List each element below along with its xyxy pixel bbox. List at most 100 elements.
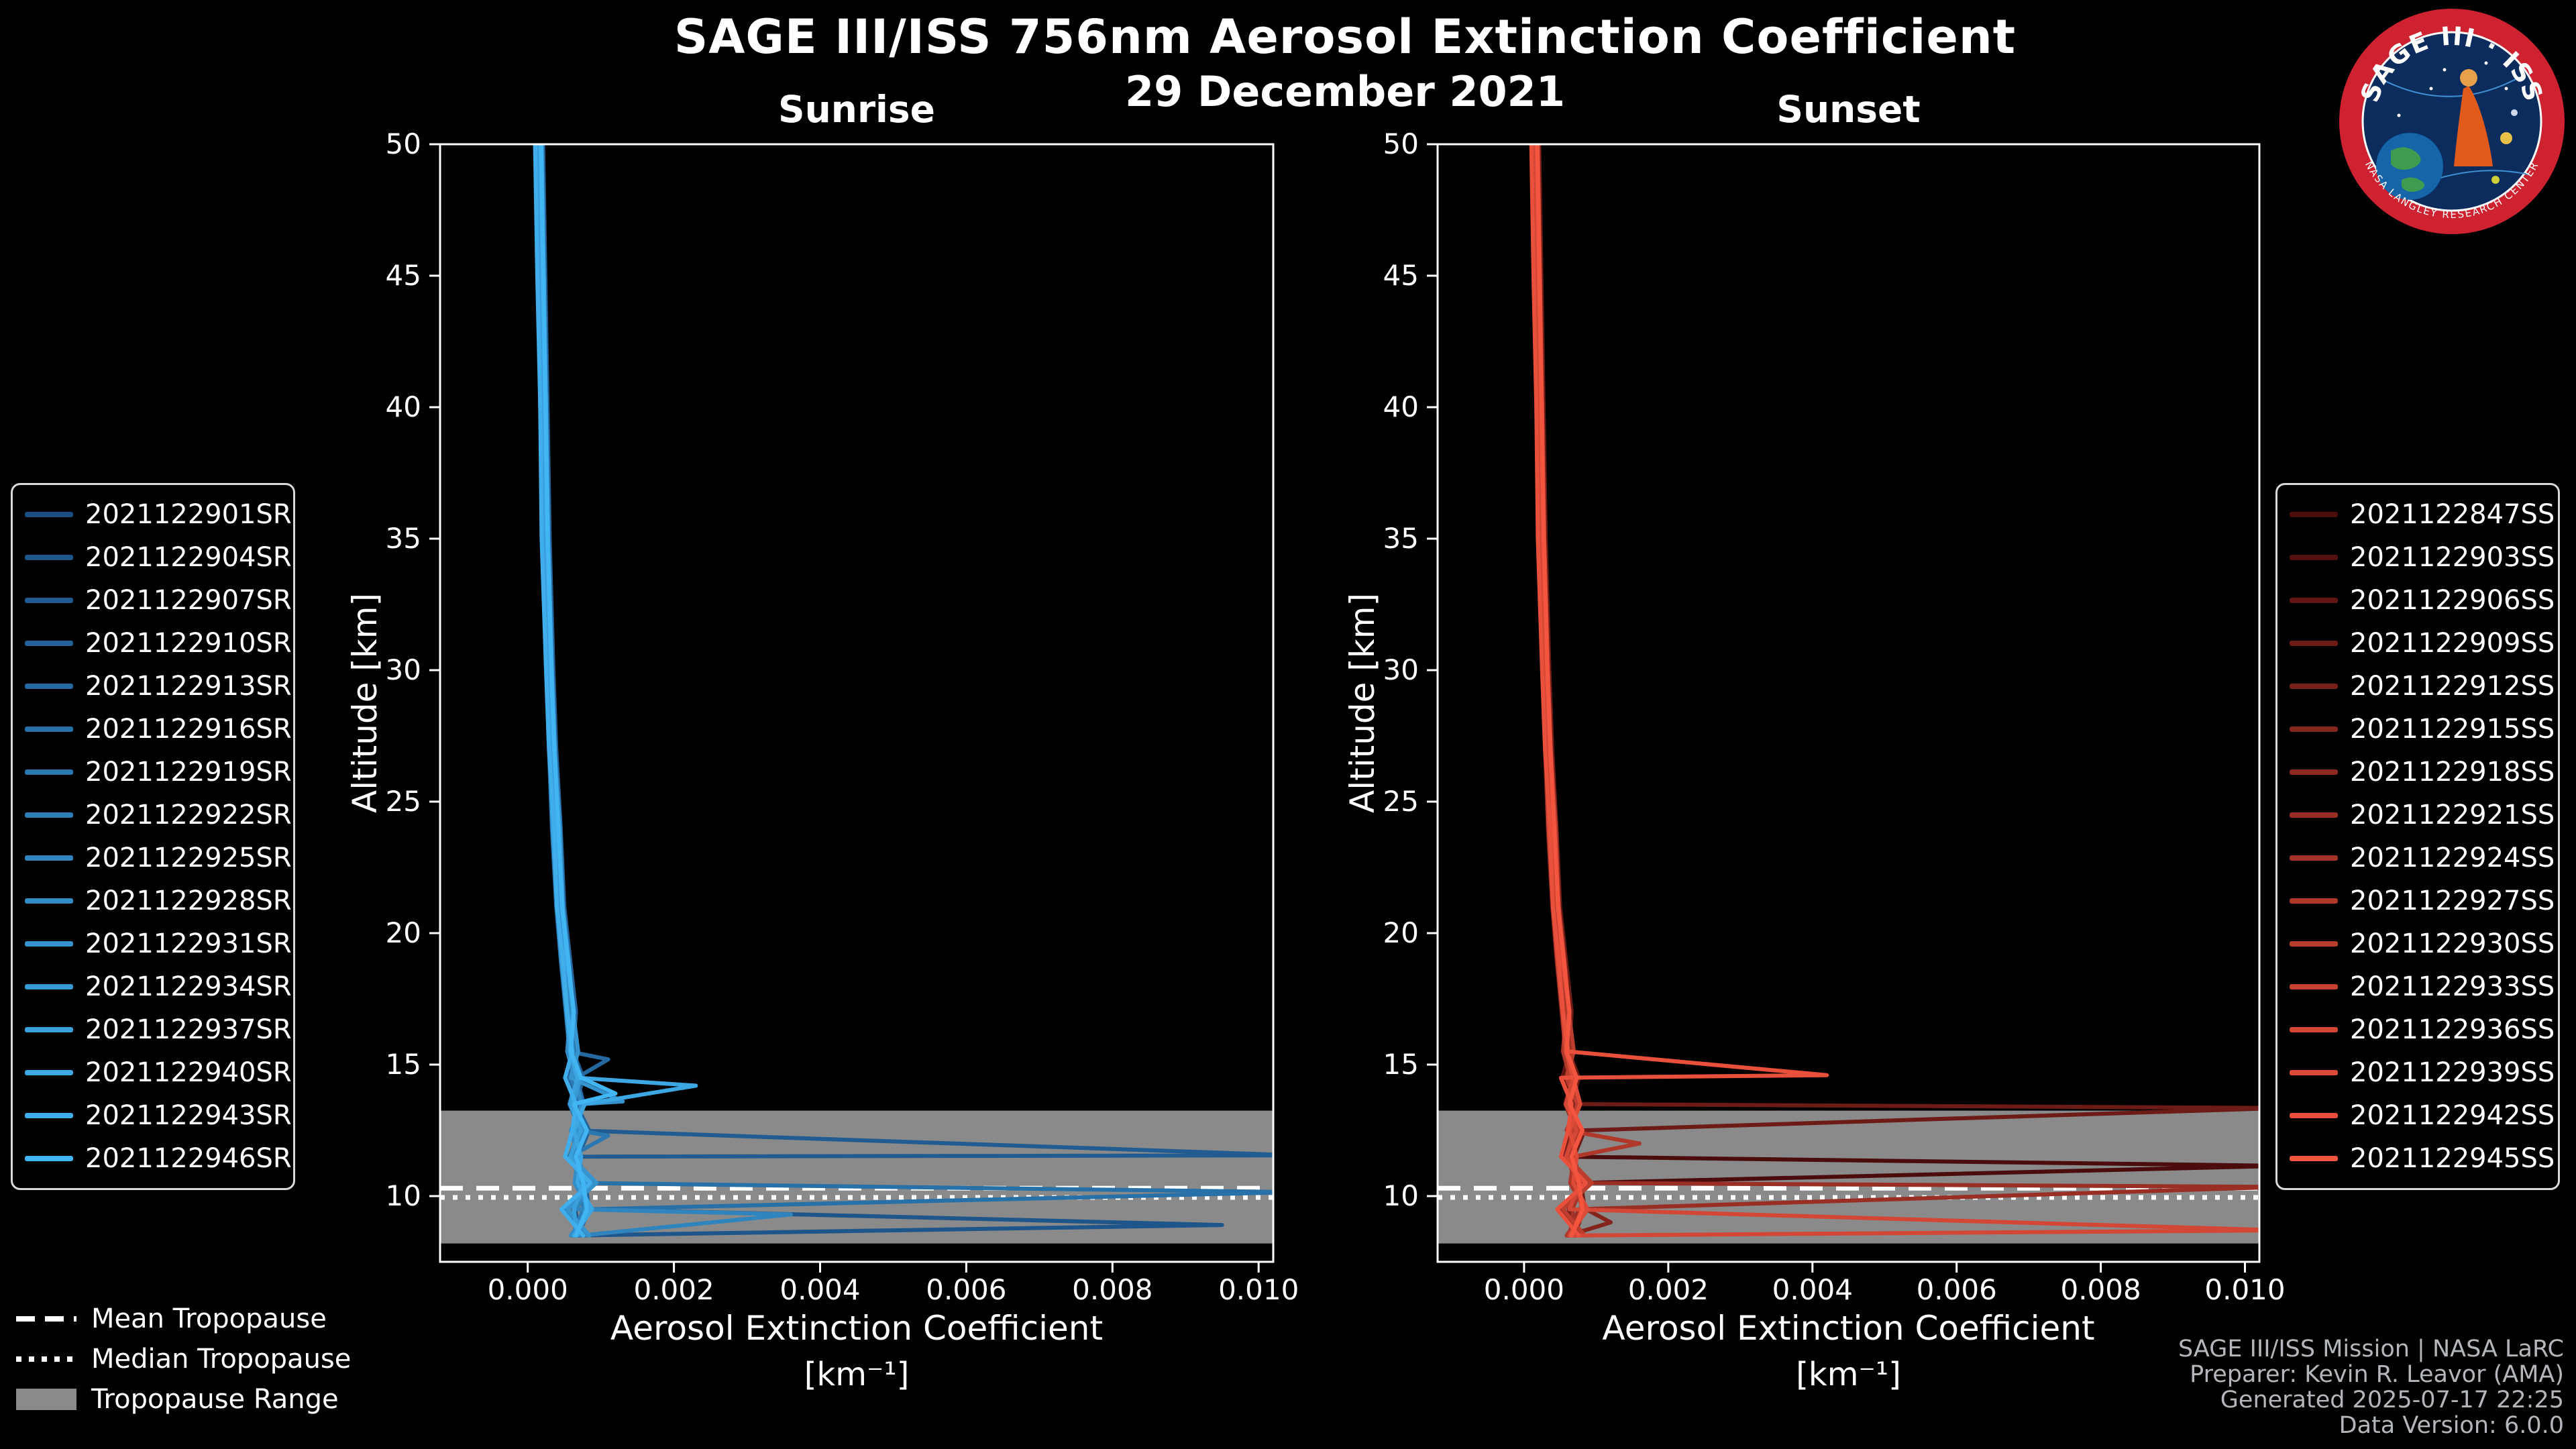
- logo-moon: [2511, 109, 2518, 116]
- plot-frame: [439, 143, 1275, 1263]
- legend-item: 2021122921SS: [2277, 794, 2558, 837]
- profile-line: [1535, 144, 1585, 1238]
- logo-graticule-line: [2383, 76, 2520, 97]
- x-axis-units-sunrise: [km⁻¹]: [804, 1356, 910, 1393]
- sunset-legend: 2021122847SS 2021122903SS 2021122906SS 2021…: [2275, 483, 2560, 1190]
- legend-label: 2021122910SR: [85, 628, 292, 659]
- y-axis-label-sunset: Altitude [km]: [1343, 593, 1382, 813]
- legend-label: 2021122946SR: [85, 1143, 292, 1174]
- x-tick-label: 0.000: [488, 1273, 568, 1306]
- x-axis-units-sunset: [km⁻¹]: [1796, 1356, 1901, 1393]
- y-tick-label: 50: [386, 127, 421, 160]
- legend-color-line: [2290, 727, 2338, 732]
- legend-item: 2021122931SR: [13, 922, 293, 965]
- legend-color-line: [2290, 812, 2338, 818]
- legend-item: 2021122916SR: [13, 708, 293, 751]
- y-tick-label: 20: [386, 916, 421, 949]
- profile-line: [538, 144, 1273, 1238]
- legend-item: 2021122936SS: [2277, 1008, 2558, 1051]
- logo-star: [2429, 87, 2433, 91]
- legend-color-line: [2290, 769, 2338, 775]
- legend-label: 2021122924SS: [2350, 843, 2555, 873]
- legend-label: 2021122912SS: [2350, 671, 2555, 702]
- x-tick-label: 0.004: [780, 1273, 860, 1306]
- legend-item: 2021122945SS: [2277, 1137, 2558, 1180]
- legend-label: 2021122945SS: [2350, 1143, 2555, 1174]
- logo-star: [2443, 68, 2447, 72]
- legend-label: 2021122847SS: [2350, 499, 2555, 530]
- x-tick-label: 0.006: [926, 1273, 1006, 1306]
- plot-frame: [1436, 143, 2261, 1263]
- y-tick-label: 50: [1383, 127, 1419, 160]
- legend-label: 2021122942SS: [2350, 1100, 2555, 1131]
- legend-color-line: [25, 855, 73, 861]
- x-tick-label: 0.008: [2060, 1273, 2141, 1306]
- legend-color-line: [2290, 641, 2338, 646]
- legend-label: 2021122940SR: [85, 1057, 292, 1088]
- sunset-panel: Sunset Altitude [km] 0.000 0.002 0.004 0.00…: [1343, 88, 2286, 1393]
- legend-label: 2021122931SR: [85, 928, 292, 959]
- tropopause-range-label: Tropopause Range: [91, 1384, 339, 1415]
- x-tick-label: 0.002: [1628, 1273, 1709, 1306]
- legend-item: 2021122940SR: [13, 1051, 293, 1094]
- x-axis-label-sunrise: Aerosol Extinction Coefficient: [610, 1309, 1104, 1348]
- median-tropopause-label: Median Tropopause: [91, 1344, 352, 1375]
- legend-color-line: [25, 727, 73, 732]
- legend-color-line: [25, 555, 73, 560]
- profile-line: [1529, 144, 1829, 1238]
- legend-label: 2021122909SS: [2350, 628, 2555, 659]
- legend-item: 2021122942SS: [2277, 1094, 2558, 1137]
- y-tick-label: 15: [1383, 1048, 1419, 1081]
- legend-color-line: [25, 1156, 73, 1161]
- legend-item: 2021122934SR: [13, 965, 293, 1008]
- legend-item: 2021122847SS: [2277, 493, 2558, 536]
- gray-band-icon: [16, 1389, 76, 1410]
- dotted-line-icon: [16, 1356, 76, 1362]
- y-tick-label: 15: [386, 1048, 421, 1081]
- y-tick-label: 45: [1383, 259, 1419, 292]
- y-tick-label: 35: [1383, 522, 1419, 555]
- dashed-line-icon: [16, 1316, 76, 1322]
- legend-color-line: [2290, 684, 2338, 689]
- tropopause-range-legend-item: Tropopause Range: [15, 1379, 351, 1419]
- profile-line: [1531, 144, 2259, 1238]
- legend-item: 2021122922SR: [13, 794, 293, 837]
- legend-color-line: [25, 598, 73, 603]
- panel-title-sunset: Sunset: [1776, 88, 1921, 131]
- legend-label: 2021122925SR: [85, 843, 292, 873]
- legend-color-line: [2290, 555, 2338, 560]
- credits-block: SAGE III/ISS Mission | NASA LaRC Prepare…: [2178, 1336, 2564, 1438]
- legend-item: 2021122924SS: [2277, 837, 2558, 879]
- profile-line: [534, 144, 1273, 1238]
- x-tick-label: 0.010: [1218, 1273, 1299, 1306]
- legend-label: 2021122918SS: [2350, 757, 2555, 788]
- legend-color-line: [2290, 1156, 2338, 1161]
- profile-line: [533, 144, 593, 1238]
- legend-item: 2021122907SR: [13, 579, 293, 622]
- y-tick-label: 30: [386, 653, 421, 686]
- legend-item: 2021122913SR: [13, 665, 293, 708]
- y-tick-label: 10: [386, 1179, 421, 1212]
- legend-color-line: [25, 898, 73, 904]
- profile-line: [1533, 144, 2259, 1238]
- logo-star: [2504, 87, 2508, 91]
- credit-data-version: Data Version: 6.0.0: [2339, 1412, 2564, 1439]
- figure-header: SAGE III/ISS 756nm Aerosol Extinction Co…: [0, 9, 2576, 116]
- y-tick-label: 10: [1383, 1179, 1419, 1212]
- legend-label: 2021122903SS: [2350, 542, 2555, 573]
- legend-label: 2021122928SR: [85, 885, 292, 916]
- logo-figure-head: [2460, 69, 2477, 87]
- legend-item: 2021122937SR: [13, 1008, 293, 1051]
- legend-label: 2021122936SS: [2350, 1014, 2555, 1045]
- y-tick-label: 25: [386, 785, 421, 818]
- y-tick-label: 40: [386, 390, 421, 423]
- legend-color-line: [2290, 1027, 2338, 1032]
- y-tick-label: 20: [1383, 916, 1419, 949]
- y-tick-label: 35: [386, 522, 421, 555]
- x-tick-label: 0.004: [1772, 1273, 1853, 1306]
- legend-color-line: [2290, 855, 2338, 861]
- profile-line: [539, 144, 1224, 1238]
- x-axis-label-sunset: Aerosol Extinction Coefficient: [1602, 1309, 2095, 1348]
- legend-item: 2021122919SR: [13, 751, 293, 794]
- legend-color-line: [25, 984, 73, 989]
